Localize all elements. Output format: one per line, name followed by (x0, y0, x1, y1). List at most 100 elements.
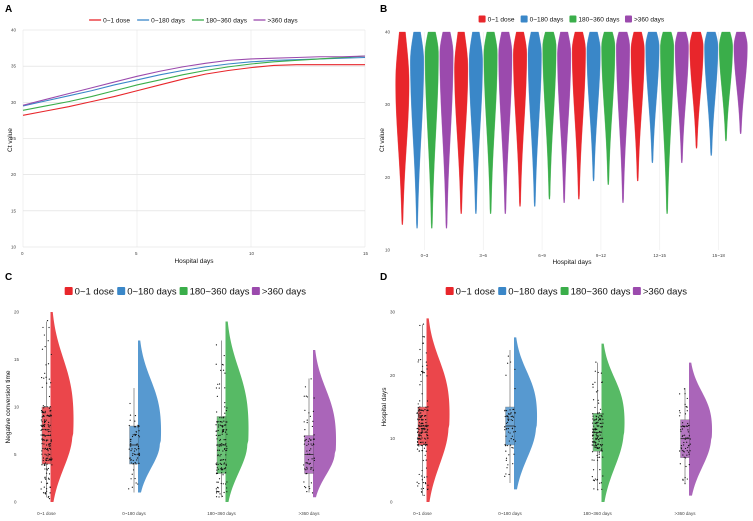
panel-b-legend-key-1 (520, 15, 528, 23)
panel-c-point-0-173 (44, 420, 46, 422)
panel-a-xtick-2: 10 (249, 251, 255, 256)
panel-d-point-2-122 (601, 437, 604, 439)
panel-c-point-2-108 (217, 455, 219, 457)
panel-c-point-0-175 (46, 406, 48, 408)
panel-c-point-2-116 (217, 421, 219, 423)
panel-c-point-3-11 (311, 444, 313, 446)
panel-d-point-2-20 (594, 427, 596, 429)
panel-d-ytick-1: 10 (390, 436, 396, 441)
panel-d-point-3-39 (688, 424, 690, 427)
panel-c-point-2-146 (223, 468, 226, 470)
panel-c-point-3-60 (304, 485, 306, 488)
panel-c-point-1-29 (135, 449, 138, 451)
panel-b-ytick-0: 10 (385, 248, 391, 253)
panel-c-point-0-143 (44, 448, 46, 450)
panel-d-point-0-156 (423, 427, 425, 429)
panel-c-point-1-20 (134, 477, 136, 480)
panel-c-point-3-54 (304, 409, 306, 412)
panel-b-legend-label-3: >360 days (634, 16, 665, 23)
panel-c-point-0-128 (41, 425, 44, 427)
panel-d-point-0-128 (416, 412, 418, 415)
panel-c-point-2-114 (225, 454, 227, 456)
panel-c-point-0-53 (45, 444, 48, 446)
panel-c-point-2-101 (219, 439, 221, 442)
panel-d-point-2-38 (599, 422, 601, 424)
panel-d-point-0-77 (417, 485, 419, 487)
panel-d-point-0-133 (419, 438, 421, 440)
panel-d-point-2-111 (598, 418, 600, 420)
panel-d-point-0-158 (419, 358, 422, 361)
panel-c-point-1-47 (138, 453, 141, 455)
panel-d-point-0-165 (417, 431, 419, 433)
panel-d-point-2-134 (593, 425, 595, 427)
panel-d-point-1-20 (505, 435, 507, 437)
panel-d-point-0-109 (427, 488, 429, 490)
panel-d-point-3-9 (683, 441, 685, 444)
panel-d-point-1-39 (511, 435, 513, 437)
panel-d-point-1-61 (507, 431, 510, 433)
panel-c-point-0-76 (40, 429, 42, 431)
panel-d-point-0-140 (416, 437, 419, 439)
panel-c-point-3-28 (310, 448, 312, 450)
panel-c-point-3-56 (302, 464, 305, 466)
panel-c-point-2-134 (226, 447, 228, 450)
panel-d-xtick-3: >360 days (675, 511, 697, 516)
panel-c-point-1-65 (138, 434, 140, 437)
panel-c-point-2-111 (221, 421, 223, 423)
panel-d-point-2-51 (597, 443, 599, 445)
panel-d-point-0-179 (419, 418, 421, 420)
panel-c-point-2-110 (218, 445, 220, 447)
panel-d-point-2-94 (600, 431, 602, 433)
panel-d-cloud-1 (514, 337, 538, 490)
panel-c-point-3-67 (309, 453, 311, 455)
panel-d-point-0-87 (421, 393, 423, 395)
panel-d-point-2-39 (599, 408, 602, 410)
panel-c-point-3-34 (312, 438, 315, 440)
panel-c-point-2-144 (225, 409, 228, 412)
panel-d-point-0-151 (420, 444, 422, 446)
panel-d-point-0-118 (426, 400, 429, 402)
panel-d-point-0-43 (422, 323, 425, 325)
panel-c-point-1-34 (134, 420, 136, 422)
panel-d-point-3-44 (680, 444, 683, 447)
panel-d-point-0-157 (426, 409, 428, 412)
panel-d-point-0-68 (422, 487, 425, 490)
panel-c-point-2-93 (219, 421, 221, 423)
panel-d-point-0-110 (421, 365, 424, 367)
panel-d-point-2-100 (597, 456, 599, 459)
panel-c-point-2-49 (216, 438, 218, 440)
panel-d-point-2-144 (596, 416, 598, 418)
panel-d-point-0-4 (418, 422, 421, 424)
panel-d-point-0-11 (420, 370, 423, 373)
panel-d-point-1-25 (507, 416, 509, 418)
panel-d-point-1-26 (510, 413, 512, 415)
panel-d-point-2-104 (591, 435, 594, 437)
panel-d-point-3-57 (682, 434, 684, 437)
panel-c-point-0-63 (51, 464, 53, 466)
panel-d-point-2-148 (592, 383, 594, 386)
panel-c-point-0-90 (49, 386, 51, 388)
panel-d-legend-label-3: >360 days (643, 286, 687, 297)
panel-d-point-3-34 (686, 406, 688, 408)
panel-c-ytick-1: 5 (14, 452, 17, 457)
panel-c-point-0-145 (49, 486, 51, 488)
panel-d-point-2-136 (593, 488, 595, 490)
panel-c-point-0-10 (47, 467, 49, 470)
panel-c-point-0-114 (42, 425, 45, 427)
panel-d-point-0-176 (419, 348, 421, 351)
panel-c-point-1-52 (131, 486, 133, 488)
panel-c-point-2-95 (221, 443, 223, 445)
panel-d-point-3-68 (684, 447, 687, 450)
panel-c-point-0-158 (47, 455, 49, 457)
panel-d-point-1-62 (507, 464, 509, 466)
panel-d-point-3-65 (686, 478, 688, 480)
panel-d-point-2-68 (593, 431, 596, 433)
panel-c-legend-key-1 (117, 287, 126, 295)
panel-c-point-0-36 (42, 415, 44, 418)
panel-c-point-2-44 (222, 444, 224, 446)
panel-c-point-2-6 (217, 429, 219, 432)
panel-c-point-2-119 (225, 463, 227, 465)
panel-c-point-0-98 (46, 320, 49, 322)
panel-d-point-2-99 (593, 419, 596, 421)
panel-d-point-3-38 (684, 413, 687, 415)
